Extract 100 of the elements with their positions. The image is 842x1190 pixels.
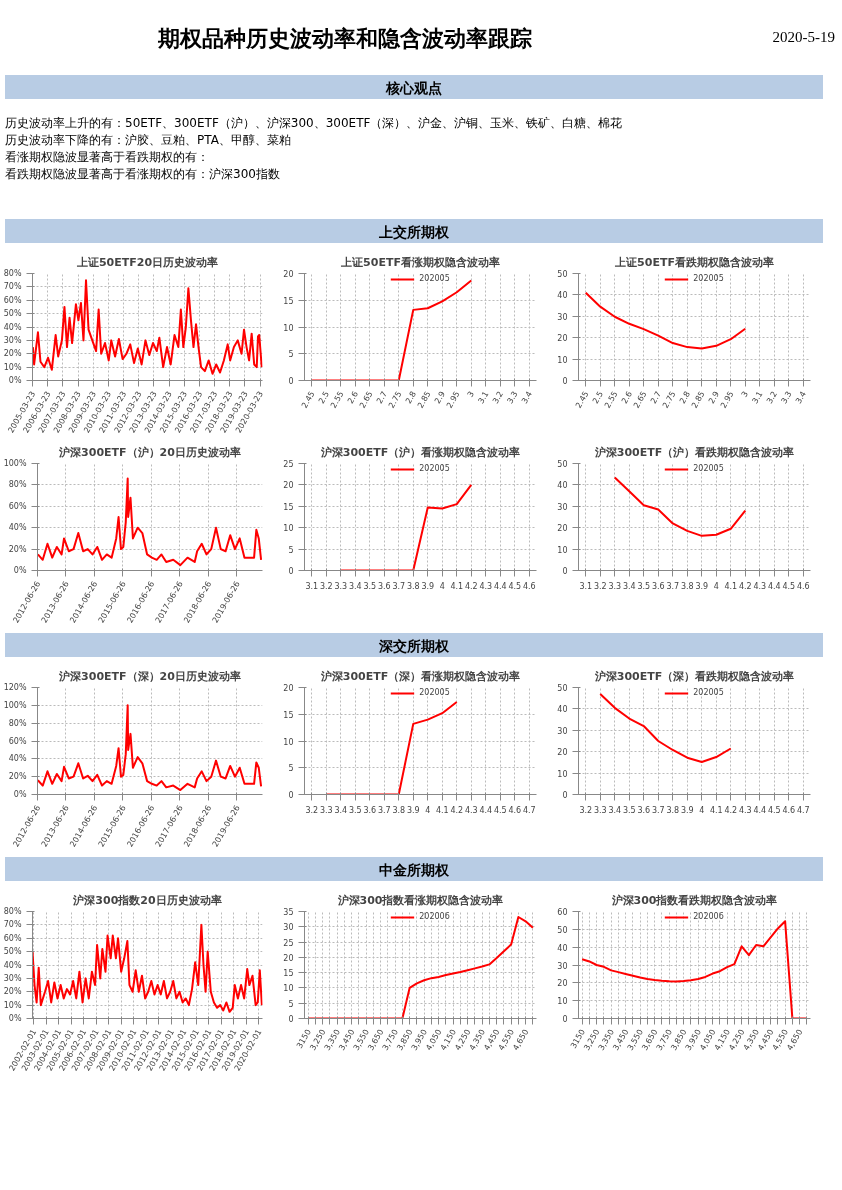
x-tick-label: 4.2 <box>450 805 464 815</box>
x-tick-label: 4.6 <box>508 805 522 815</box>
x-tick-label: 2.75 <box>660 389 678 410</box>
y-tick-label: 60% <box>8 736 27 746</box>
y-tick-label: 5 <box>288 545 294 555</box>
y-tick-label: 100% <box>3 459 27 468</box>
y-tick-label: 60 <box>557 908 568 917</box>
x-tick-label: 3.3 <box>505 389 520 406</box>
x-tick-label: 3.2 <box>490 389 506 406</box>
legend-label: 202005 <box>693 688 724 697</box>
y-tick-label: 35 <box>283 908 294 917</box>
y-tick-label: 0% <box>8 1014 22 1023</box>
x-tick-label: 4.2 <box>464 581 478 591</box>
y-tick-label: 20 <box>283 953 294 963</box>
y-tick-label: 40 <box>557 481 568 491</box>
x-tick-label: 3.8 <box>680 581 694 591</box>
chart-title: 沪深300指数看涨期权隐含波动率 <box>336 893 504 907</box>
text: 中金所期权 <box>379 861 449 880</box>
y-tick-label: 20% <box>8 772 27 782</box>
x-tick-label: 4 <box>439 581 445 591</box>
x-tick-label: 4.1 <box>435 805 449 815</box>
y-tick-label: 20 <box>283 481 294 491</box>
x-tick-label: 4.4 <box>479 805 493 815</box>
y-tick-label: 40% <box>8 523 27 533</box>
y-tick-label: 15 <box>283 710 294 720</box>
x-tick-label: 3.2 <box>764 389 780 406</box>
y-tick-label: 0 <box>562 791 568 800</box>
x-tick-label: 3.5 <box>622 805 636 815</box>
y-tick-label: 40 <box>557 705 568 715</box>
y-tick-label: 50 <box>557 925 568 935</box>
x-tick-label: 3.7 <box>392 581 406 591</box>
x-tick-label: 4.5 <box>767 805 781 815</box>
chart-title: 上证50ETF看涨期权隐含波动率 <box>340 255 500 269</box>
legend-label: 202006 <box>419 912 450 921</box>
x-tick-label: 3.8 <box>392 805 406 815</box>
x-tick-label: 3.6 <box>637 805 651 815</box>
y-tick-label: 120% <box>3 683 27 692</box>
y-tick-label: 20% <box>8 544 27 554</box>
y-tick-label: 30 <box>557 502 568 512</box>
y-tick-label: 100% <box>3 700 27 710</box>
chart-title: 沪深300ETF（深）20日历史波动率 <box>58 669 241 683</box>
x-tick-label: 4.4 <box>767 581 781 591</box>
line-series <box>32 279 263 375</box>
x-tick-label: 4.6 <box>522 581 536 591</box>
y-tick-label: 5 <box>288 350 294 360</box>
y-tick-label: 20 <box>557 334 568 344</box>
text: 历史波动率下降的有：沪胶、豆粕、PTA、甲醇、菜粕 <box>5 133 291 147</box>
x-tick-label: 4.5 <box>782 581 796 591</box>
x-tick-label: 3.1 <box>750 389 765 406</box>
x-tick-label: 2.45 <box>573 389 591 410</box>
x-tick-label: 2.95 <box>444 389 462 410</box>
y-tick-label: 0 <box>288 567 294 576</box>
chart-title: 沪深300ETF（深）看涨期权隐含波动率 <box>319 669 521 683</box>
y-tick-label: 10 <box>557 769 568 779</box>
x-tick-label: 3.9 <box>695 581 709 591</box>
x-tick-label: 4 <box>699 805 705 815</box>
y-tick-label: 50 <box>557 460 568 469</box>
y-tick-label: 80% <box>8 718 27 728</box>
x-tick-label: 3.7 <box>666 581 680 591</box>
y-tick-label: 20 <box>557 748 568 758</box>
x-tick-label: 3.3 <box>319 805 333 815</box>
x-tick-label: 4.3 <box>753 581 767 591</box>
x-tick-label: 2.65 <box>357 389 375 410</box>
y-tick-label: 30 <box>283 923 294 933</box>
y-tick-label: 0% <box>8 376 22 385</box>
chart-title: 沪深300ETF（沪）看跌期权隐含波动率 <box>593 445 795 459</box>
x-tick-label: 2.95 <box>718 389 736 410</box>
y-tick-label: 25 <box>283 460 294 469</box>
x-tick-label: 3.4 <box>334 805 348 815</box>
x-tick-label: 4.1 <box>709 805 723 815</box>
x-tick-label: 3.2 <box>579 805 593 815</box>
y-tick-label: 40% <box>8 754 27 764</box>
y-tick-label: 10 <box>283 524 294 534</box>
x-tick-label: 3.1 <box>305 581 319 591</box>
x-tick-label: 3.5 <box>637 581 651 591</box>
y-tick-label: 10 <box>283 984 294 994</box>
x-tick-label: 4.1 <box>450 581 464 591</box>
y-tick-label: 20 <box>283 270 294 279</box>
y-tick-label: 60% <box>3 295 22 305</box>
y-tick-label: 30% <box>3 973 22 983</box>
y-tick-label: 10 <box>283 323 294 333</box>
text: 看跌期权隐波显著高于看涨期权的有：沪深300指数 <box>5 167 280 181</box>
x-tick-label: 4 <box>425 805 431 815</box>
chart-title: 上证50ETF20日历史波动率 <box>75 255 219 269</box>
y-tick-label: 0 <box>562 567 568 576</box>
x-tick-label: 2.85 <box>689 389 707 410</box>
x-tick-label: 3.2 <box>305 805 319 815</box>
y-tick-label: 50% <box>3 309 22 319</box>
line-series <box>37 477 263 567</box>
y-tick-label: 0 <box>288 791 294 800</box>
x-tick-label: 3.3 <box>779 389 794 406</box>
y-tick-label: 5 <box>288 999 294 1009</box>
text: 期权品种历史波动率和隐含波动率跟踪 <box>158 25 532 53</box>
y-tick-label: 10% <box>3 362 22 372</box>
x-tick-label: 3.3 <box>334 581 348 591</box>
y-tick-label: 30 <box>557 312 568 322</box>
x-tick-label: 2.75 <box>386 389 404 410</box>
chart-title: 沪深300ETF（沪）20日历史波动率 <box>58 445 241 459</box>
y-tick-label: 5 <box>288 764 294 774</box>
x-tick-label: 3.4 <box>622 581 636 591</box>
